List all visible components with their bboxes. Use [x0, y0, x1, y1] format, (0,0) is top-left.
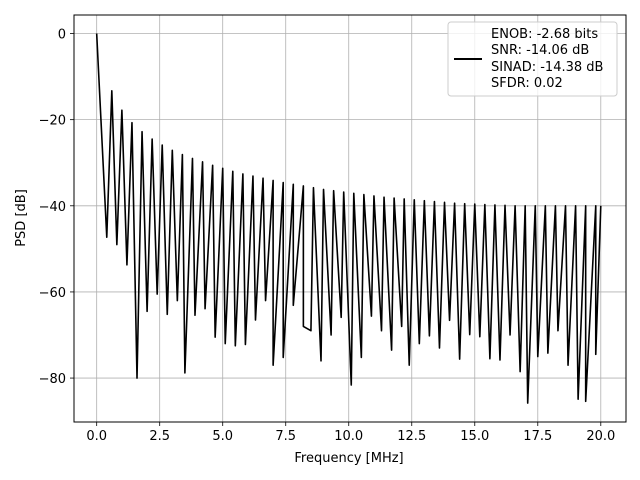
y-tick-label: −40	[39, 200, 66, 215]
legend-sinad: SINAD: -14.38 dB	[491, 60, 603, 75]
plot-area	[95, 33, 602, 404]
y-axis-label: PSD [dB]	[14, 189, 29, 247]
axis-ticks: 0.0 2.5 5.0 7.5 10.0 12.5 15.0 17.5 20.0 0 −20 −40 −…	[39, 28, 616, 444]
y-tick-label: −20	[39, 114, 66, 129]
legend: ENOB: -2.68 bits SNR: -14.06 dB SINAD: -…	[447, 21, 618, 97]
x-tick-label: 15.0	[460, 429, 489, 444]
x-tick-label: 10.0	[334, 429, 363, 444]
x-tick-label: 20.0	[586, 429, 615, 444]
axes-frame	[73, 14, 627, 423]
y-tick-label: 0	[58, 28, 66, 43]
y-tick-label: −60	[39, 286, 66, 301]
x-tick-label: 17.5	[523, 429, 552, 444]
legend-sfdr: SFDR: 0.02	[491, 76, 563, 91]
legend-snr: SNR: -14.06 dB	[491, 43, 589, 58]
x-tick-label: 7.5	[275, 429, 296, 444]
y-tick-label: −80	[39, 372, 66, 387]
x-axis-label: Frequency [MHz]	[294, 451, 403, 466]
legend-enob: ENOB: -2.68 bits	[491, 27, 598, 42]
x-tick-label: 0.0	[86, 429, 107, 444]
legend-box	[447, 21, 618, 97]
x-tick-label: 5.0	[212, 429, 233, 444]
x-tick-label: 2.5	[149, 429, 170, 444]
psd-series-line	[95, 33, 602, 404]
x-tick-label: 12.5	[397, 429, 426, 444]
